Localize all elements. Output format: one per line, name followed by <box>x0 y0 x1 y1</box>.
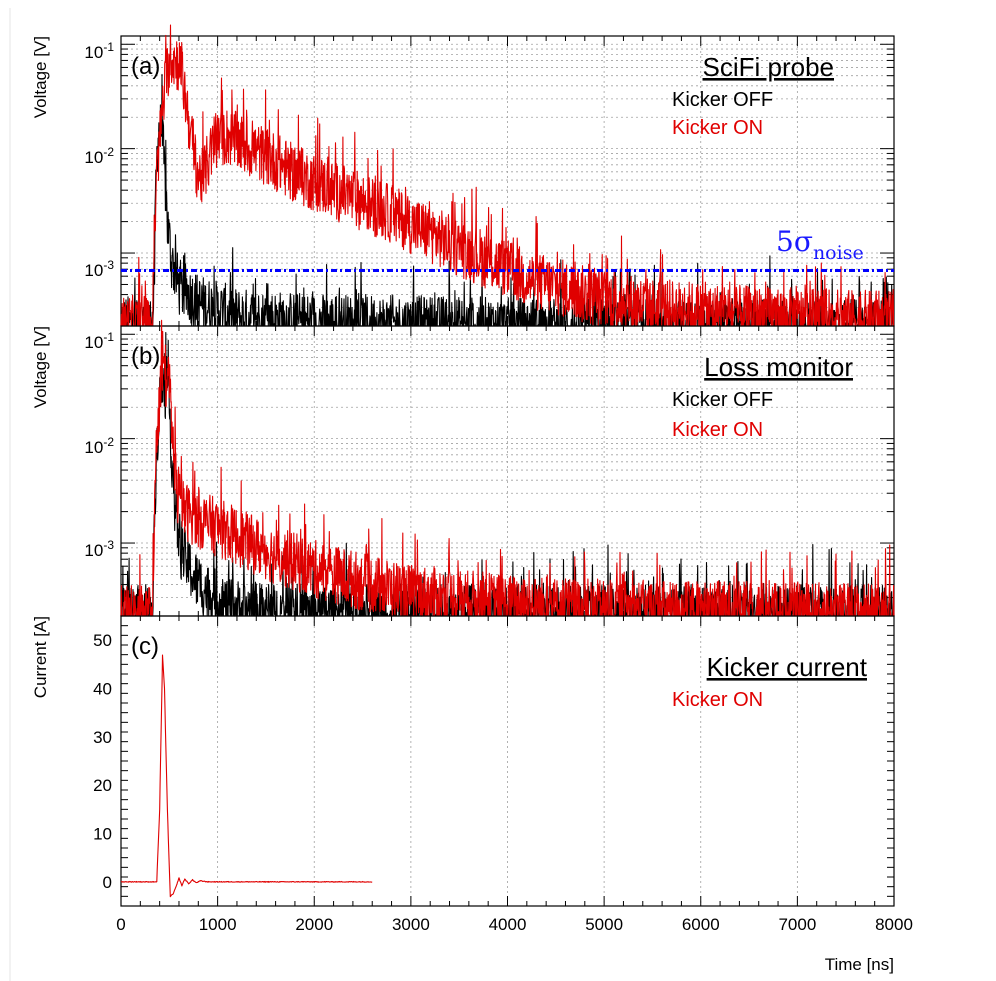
panel-c-xtick-label: 0 <box>116 915 125 934</box>
panel-a-ytick-1e-3: 10-3 <box>84 258 114 280</box>
panel-b-ylabel: Voltage [V] <box>31 326 50 408</box>
panel-c-xtick-label: 1000 <box>199 915 237 934</box>
series-kicker-on <box>120 24 895 327</box>
panel-b-ytick-1e-3: 10-3 <box>84 538 114 560</box>
panel-c-xtick-label: 7000 <box>778 915 816 934</box>
panel-c-ytick-label: 50 <box>93 631 112 650</box>
panel-c-xtick-label: 6000 <box>682 915 720 934</box>
panel-b-title: Loss monitor <box>704 352 853 382</box>
panel-b-grid <box>121 326 894 617</box>
panel-c-xtick-label: 3000 <box>392 915 430 934</box>
panel-c-xtick-labels: 0 1000 2000 3000 4000 5000 6000 7000 8000 <box>116 915 913 934</box>
panel-b-legend-on: Kicker ON <box>672 419 763 441</box>
panel-b-label: (b) <box>131 343 160 370</box>
panel-a-legend-off: Kicker OFF <box>672 89 773 111</box>
panel-c-ytick-label: 20 <box>93 776 112 795</box>
panel-c-xtick-label: 8000 <box>875 915 913 934</box>
panel-a-series <box>120 24 895 327</box>
panel-c-grid <box>217 616 798 906</box>
panel-c-ytick-label: 0 <box>103 873 112 892</box>
panel-c-ytick-label: 10 <box>93 825 112 844</box>
panel-c-xlabel: Time [ns] <box>825 955 894 974</box>
noise-annotation: 5σnoise <box>776 225 864 264</box>
panel-b-ytick-1e-2: 10-2 <box>84 435 114 457</box>
panel-a: 10-3 10-2 10-1 Voltage [V] (a) SciFi pro… <box>31 24 895 327</box>
panel-a-title: SciFi probe <box>703 52 835 82</box>
panel-c-xtick-label: 2000 <box>295 915 333 934</box>
panel-c-series <box>120 654 373 898</box>
panel-c-ytick-label: 30 <box>93 728 112 747</box>
panel-c-title: Kicker current <box>707 652 868 682</box>
panel-c-xtick-label: 5000 <box>585 915 623 934</box>
panel-a-label: (a) <box>131 53 160 80</box>
series-kicker-on <box>120 654 373 898</box>
panel-c-ytick-labels: 0 10 20 30 40 50 <box>93 631 112 892</box>
panel-c-xtick-label: 4000 <box>489 915 527 934</box>
panel-c-ylabel: Current [A] <box>31 616 50 698</box>
panel-c: 0 10 20 30 40 50 0 1000 2000 3000 4000 5000 6000 700… <box>31 615 913 974</box>
panel-c-legend-on: Kicker ON <box>672 689 763 711</box>
panel-b-legend-off: Kicker OFF <box>672 389 773 411</box>
panel-c-ticks <box>120 615 895 907</box>
panel-a-legend-on: Kicker ON <box>672 117 763 139</box>
panel-c-ytick-label: 40 <box>93 680 112 699</box>
panel-b-ytick-1e-1: 10-1 <box>84 330 114 352</box>
panel-a-ytick-1e-1: 10-1 <box>84 40 114 62</box>
panel-a-ytick-1e-2: 10-2 <box>84 145 114 167</box>
panel-a-ylabel: Voltage [V] <box>31 36 50 118</box>
panel-c-label: (c) <box>131 633 159 660</box>
